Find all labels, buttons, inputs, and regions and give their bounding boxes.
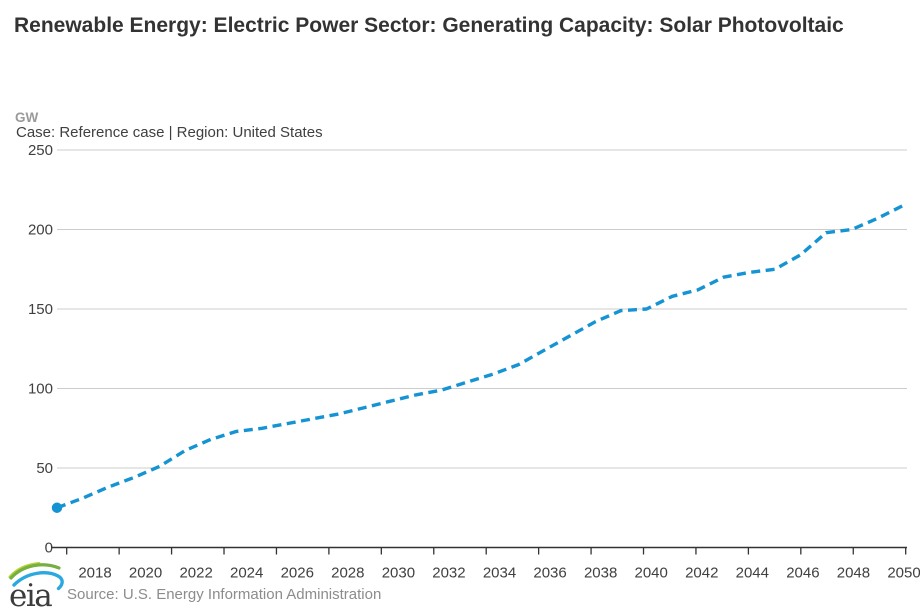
x-axis-tick-label: 2040	[635, 565, 668, 582]
x-axis-tick-label: 2036	[533, 565, 566, 582]
chart-title: Renewable Energy: Electric Power Sector:…	[14, 14, 844, 37]
x-axis-tick-label: 2028	[331, 565, 364, 582]
x-axis-tick-label: 2020	[129, 565, 162, 582]
x-axis-tick-label: 2050	[887, 565, 920, 582]
x-axis-tick-label: 2044	[736, 565, 769, 582]
series-start-marker	[51, 502, 63, 513]
x-axis-tick-label: 2038	[584, 565, 617, 582]
x-axis-tick-label: 2022	[179, 565, 212, 582]
y-axis-tick-label: 100	[28, 381, 53, 398]
x-axis-tick-label: 2030	[382, 565, 415, 582]
x-axis-tick-label: 2034	[483, 565, 516, 582]
eia-logo: eia	[8, 562, 64, 612]
case-region-label: Case: Reference case | Region: United St…	[16, 124, 323, 141]
x-axis-tick-label: 2046	[786, 565, 819, 582]
y-axis-tick-label: 0	[45, 540, 53, 557]
x-axis-tick-label: 2018	[78, 565, 111, 582]
eia-logo-blue-swoosh	[12, 571, 64, 591]
series-line-solar-pv	[56, 204, 904, 510]
eia-logo-text: eia	[9, 578, 52, 612]
y-axis-tick-label: 250	[28, 142, 53, 159]
x-axis-tick-label: 2042	[685, 565, 718, 582]
y-axis-tick-label: 50	[36, 460, 53, 477]
source-attribution: Source: U.S. Energy Information Administ…	[67, 586, 382, 603]
x-axis-tick-label: 2026	[281, 565, 314, 582]
x-axis-tick-label: 2032	[432, 565, 465, 582]
x-axis-tick-label: 2048	[837, 565, 870, 582]
y-axis-tick-label: 150	[28, 301, 53, 318]
y-axis-unit-label: GW	[15, 110, 39, 125]
eia-logo-green-swoosh	[9, 563, 61, 580]
x-axis-tick-label: 2024	[230, 565, 263, 582]
y-axis-tick-label: 200	[28, 222, 53, 239]
